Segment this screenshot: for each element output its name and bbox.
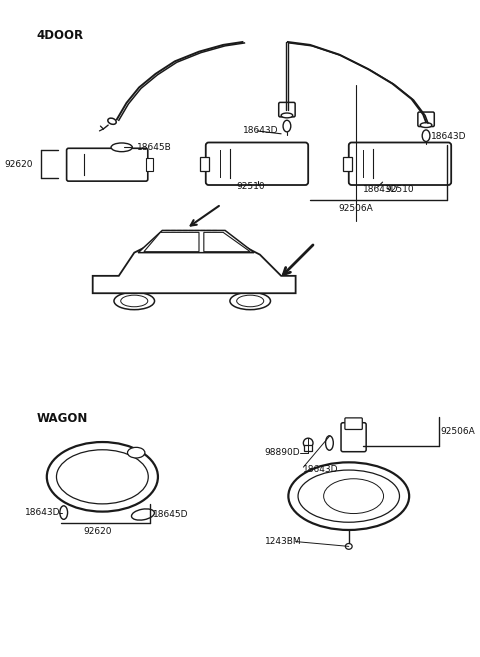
Polygon shape xyxy=(144,233,199,252)
Ellipse shape xyxy=(422,130,430,141)
FancyBboxPatch shape xyxy=(418,112,434,127)
Text: 18643D: 18643D xyxy=(242,126,278,135)
Text: 18643D: 18643D xyxy=(431,132,467,141)
Ellipse shape xyxy=(47,442,158,512)
Ellipse shape xyxy=(128,447,145,458)
Ellipse shape xyxy=(288,463,409,530)
Ellipse shape xyxy=(346,543,352,549)
Ellipse shape xyxy=(121,295,148,307)
Text: 92620: 92620 xyxy=(84,528,112,536)
Ellipse shape xyxy=(298,470,399,522)
Ellipse shape xyxy=(108,118,116,124)
Text: 92506A: 92506A xyxy=(441,427,475,436)
Text: 18643D: 18643D xyxy=(363,185,399,194)
Text: 18643D: 18643D xyxy=(25,508,60,517)
Ellipse shape xyxy=(303,438,313,448)
Bar xyxy=(343,157,352,171)
FancyBboxPatch shape xyxy=(349,143,451,185)
Ellipse shape xyxy=(325,436,333,450)
Text: 1243BM: 1243BM xyxy=(264,537,301,546)
Ellipse shape xyxy=(111,143,132,152)
Text: 18645D: 18645D xyxy=(153,510,188,519)
Polygon shape xyxy=(93,233,296,293)
Ellipse shape xyxy=(324,479,384,514)
Ellipse shape xyxy=(230,292,271,309)
Ellipse shape xyxy=(420,123,432,127)
Ellipse shape xyxy=(283,120,291,132)
Polygon shape xyxy=(138,231,254,253)
Text: 92620: 92620 xyxy=(4,160,33,170)
FancyBboxPatch shape xyxy=(345,418,362,430)
Text: WAGON: WAGON xyxy=(36,413,88,425)
Ellipse shape xyxy=(281,113,293,118)
Ellipse shape xyxy=(132,509,155,520)
Bar xyxy=(200,157,209,171)
Text: 92506A: 92506A xyxy=(338,204,373,213)
Text: 18645B: 18645B xyxy=(137,143,172,152)
Text: 98890D: 98890D xyxy=(264,448,300,457)
Ellipse shape xyxy=(57,450,148,504)
Bar xyxy=(146,158,153,171)
Text: 4DOOR: 4DOOR xyxy=(36,29,84,42)
FancyBboxPatch shape xyxy=(206,143,308,185)
FancyBboxPatch shape xyxy=(279,102,295,117)
Bar xyxy=(304,445,312,451)
FancyBboxPatch shape xyxy=(67,148,148,181)
Ellipse shape xyxy=(60,506,68,519)
FancyBboxPatch shape xyxy=(341,422,366,452)
Ellipse shape xyxy=(237,295,264,307)
Ellipse shape xyxy=(114,292,155,309)
Polygon shape xyxy=(204,233,250,252)
Text: 92510: 92510 xyxy=(237,183,265,191)
Text: 92510: 92510 xyxy=(385,185,414,194)
Text: 18643D: 18643D xyxy=(303,464,339,474)
